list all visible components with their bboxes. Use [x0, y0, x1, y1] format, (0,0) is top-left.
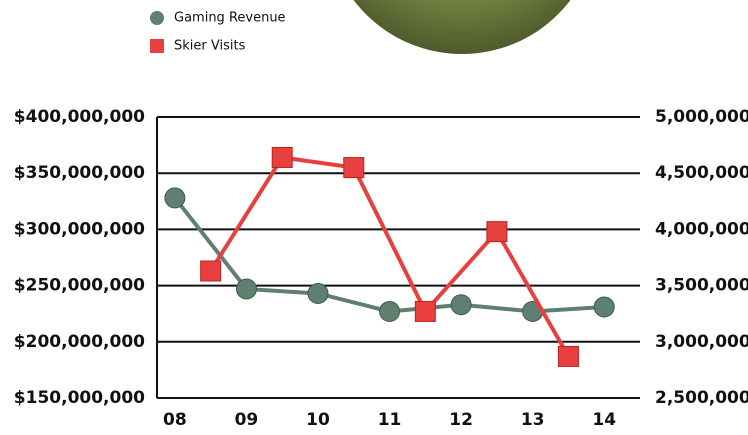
legend-label: Skier Visits: [174, 39, 246, 54]
point: [593, 296, 615, 318]
y2-tick-label: 4,500,000: [655, 163, 748, 183]
legend-marker: [150, 39, 164, 53]
point: [414, 300, 436, 322]
point: [343, 157, 365, 179]
point: [271, 146, 293, 168]
y2-tick-label: 5,000,000: [655, 107, 748, 127]
y2-tick-label: 3,000,000: [655, 332, 748, 352]
point: [557, 345, 579, 367]
y2-tick-label: 4,000,000: [655, 219, 748, 239]
y-tick-label: $250,000,000: [14, 276, 145, 296]
decorative-photo: [353, 0, 571, 54]
x-tick-label: 10: [306, 410, 330, 430]
x-tick-label: 12: [449, 410, 473, 430]
point: [200, 260, 222, 282]
point: [307, 282, 329, 304]
y2-tick-label: 3,500,000: [655, 276, 748, 296]
legend-marker: [150, 11, 164, 25]
legend-label: Gaming Revenue: [174, 11, 286, 26]
x-tick-label: 09: [235, 410, 259, 430]
point: [450, 294, 472, 316]
series-line: [208, 155, 571, 358]
x-tick-label: 11: [378, 410, 402, 430]
point: [486, 221, 508, 243]
point: [379, 300, 401, 322]
y-tick-label: $300,000,000: [14, 219, 145, 239]
x-tick-label: 13: [521, 410, 545, 430]
y-tick-label: $200,000,000: [14, 332, 145, 352]
y-tick-label: $350,000,000: [14, 163, 145, 183]
x-tick-label: 14: [592, 410, 616, 430]
y2-tick-label: 2,500,000: [655, 388, 748, 408]
point: [164, 187, 186, 209]
x-tick-label: 08: [163, 410, 187, 430]
y-tick-label: $400,000,000: [14, 107, 145, 127]
y-tick-label: $150,000,000: [14, 388, 145, 408]
point: [235, 278, 257, 300]
